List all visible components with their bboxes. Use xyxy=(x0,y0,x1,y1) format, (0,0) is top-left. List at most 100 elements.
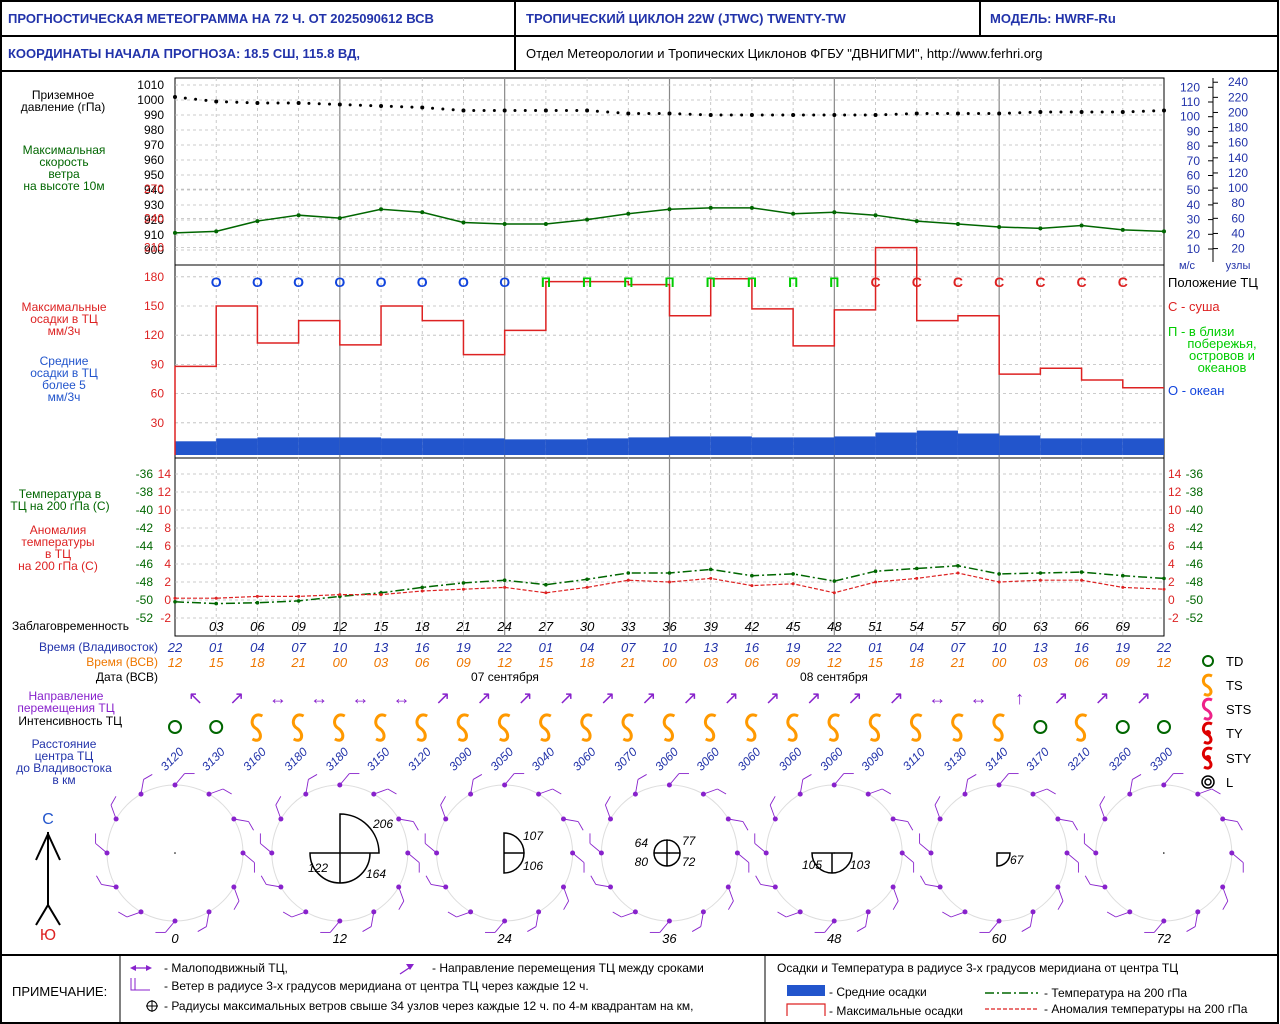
wind-barb xyxy=(233,886,240,902)
tropical-depression-icon xyxy=(209,720,224,734)
pressure-dot xyxy=(616,111,620,115)
pressure-point xyxy=(585,108,590,113)
distance-value: 3060 xyxy=(735,745,764,774)
wind-point xyxy=(1038,226,1043,231)
precip-tick: 60 xyxy=(151,387,165,401)
wind-barb xyxy=(126,911,142,918)
anom-tick-right: 0 xyxy=(1168,593,1175,607)
tropical-depression-icon xyxy=(168,720,182,734)
pressure-point xyxy=(708,113,713,117)
pressure-dot xyxy=(935,112,939,115)
wind-barb-flag xyxy=(1106,911,1117,918)
pressure-label-2: давление (гПа) xyxy=(21,100,105,114)
anomaly-point xyxy=(750,584,754,588)
wind-point xyxy=(1120,227,1125,232)
anomaly-point xyxy=(338,593,342,597)
pressure-point xyxy=(791,113,796,117)
lead-hour: 24 xyxy=(496,619,511,634)
wind-barb xyxy=(208,788,224,795)
wind-point xyxy=(667,207,672,212)
avg-precip-bar xyxy=(381,438,423,455)
position-letter: О xyxy=(376,274,387,290)
precip-tick: 150 xyxy=(144,299,164,313)
time-utc: 06 xyxy=(745,655,760,670)
pressure-dot xyxy=(1110,110,1114,114)
position-legend-coast-3: островов и xyxy=(1189,348,1255,363)
pressure-dot xyxy=(853,113,857,117)
distance-value: 3110 xyxy=(900,745,928,773)
tropical-storm-icon xyxy=(497,713,511,742)
pressure-dot xyxy=(1049,110,1053,114)
wind-point xyxy=(255,219,260,224)
temperature-series xyxy=(173,564,1166,606)
time-vladivostok: 19 xyxy=(456,640,470,655)
time-utc: 21 xyxy=(290,655,305,670)
pressure-dot xyxy=(946,112,950,115)
time-vladivostok: 04 xyxy=(580,640,594,655)
wind-radii-arc xyxy=(309,813,380,884)
wind-barb-flag xyxy=(802,774,812,780)
position-letter: О xyxy=(499,274,510,290)
wind-barb xyxy=(494,920,505,933)
pressure-dot xyxy=(410,105,414,109)
time-vladivostok: 19 xyxy=(786,640,800,655)
temperature-point xyxy=(791,572,795,576)
anomaly-point xyxy=(997,580,1001,584)
wind-ms-tick: 80 xyxy=(1187,139,1201,153)
lead-label: Заблаговременность xyxy=(12,619,129,633)
wind-ms-tick: 10 xyxy=(1187,242,1201,256)
pressure-label-1: Приземное xyxy=(32,88,95,102)
wind-barb xyxy=(260,843,273,854)
pressure-dot xyxy=(348,103,352,107)
wind-radius-value: 77 xyxy=(682,834,697,848)
wind-kt-tick: 220 xyxy=(1228,90,1248,104)
distance-value: 3090 xyxy=(858,745,887,774)
pressure-dot xyxy=(266,101,270,105)
pressure-dot xyxy=(235,100,239,104)
anomaly-point xyxy=(874,580,878,584)
pressure-dot xyxy=(904,112,908,116)
wind-barb xyxy=(233,818,249,823)
pressure-dot xyxy=(760,113,764,117)
temperature-point xyxy=(1120,573,1125,578)
distance-label-4: в км xyxy=(52,773,75,787)
precip-tick: 210 xyxy=(144,241,164,255)
wind-radius-value: 107 xyxy=(523,829,544,843)
date-2: 08 сентября xyxy=(800,670,868,684)
wind-barb-flag xyxy=(1057,900,1064,910)
avg-precip-bar xyxy=(793,437,835,455)
anomaly-point xyxy=(544,591,548,595)
wind-barb xyxy=(1194,911,1199,927)
wind-barb xyxy=(989,920,1000,933)
wind-ms-tick: 20 xyxy=(1187,227,1201,241)
time-utc: 18 xyxy=(250,655,265,670)
avg-precip-bar xyxy=(834,436,876,455)
move-arrow-icon: ↗ xyxy=(435,688,450,708)
footer-radii: - Радиусы максимальных ветров свыше 34 у… xyxy=(164,999,693,1013)
max-precip-swatch xyxy=(786,1003,826,1016)
wind-ms-tick: 110 xyxy=(1181,95,1200,109)
time-rows: 03 06 09 12 15 18 21 24 27 30 33 36 39 42 45 48 51 54 57 60… xyxy=(158,619,1176,774)
tropical-storm-icon xyxy=(786,713,799,742)
temperature-point xyxy=(420,585,425,590)
time-vladivostok: 01 xyxy=(209,640,223,655)
temp-tick-left: -40 xyxy=(136,503,154,517)
position-letter: С xyxy=(953,274,963,290)
wind-barb xyxy=(407,852,420,863)
time-utc: 15 xyxy=(868,655,883,670)
lead-hour: 18 xyxy=(415,619,430,634)
pressure-dot xyxy=(884,113,888,117)
pressure-point xyxy=(873,113,878,117)
pressure-dot xyxy=(575,109,579,112)
lead-hour: 42 xyxy=(745,619,760,634)
pressure-dot xyxy=(513,109,517,112)
move-arrow-icon: ↔ xyxy=(310,688,328,708)
position-letter: П xyxy=(788,274,798,290)
position-letter: С xyxy=(1035,274,1045,290)
temperature-point xyxy=(1038,571,1043,575)
distance-value: 3050 xyxy=(487,745,516,774)
lead-hour: 12 xyxy=(333,619,348,634)
distance-value: 3070 xyxy=(611,745,640,774)
temp-tick-left: -52 xyxy=(136,611,154,625)
